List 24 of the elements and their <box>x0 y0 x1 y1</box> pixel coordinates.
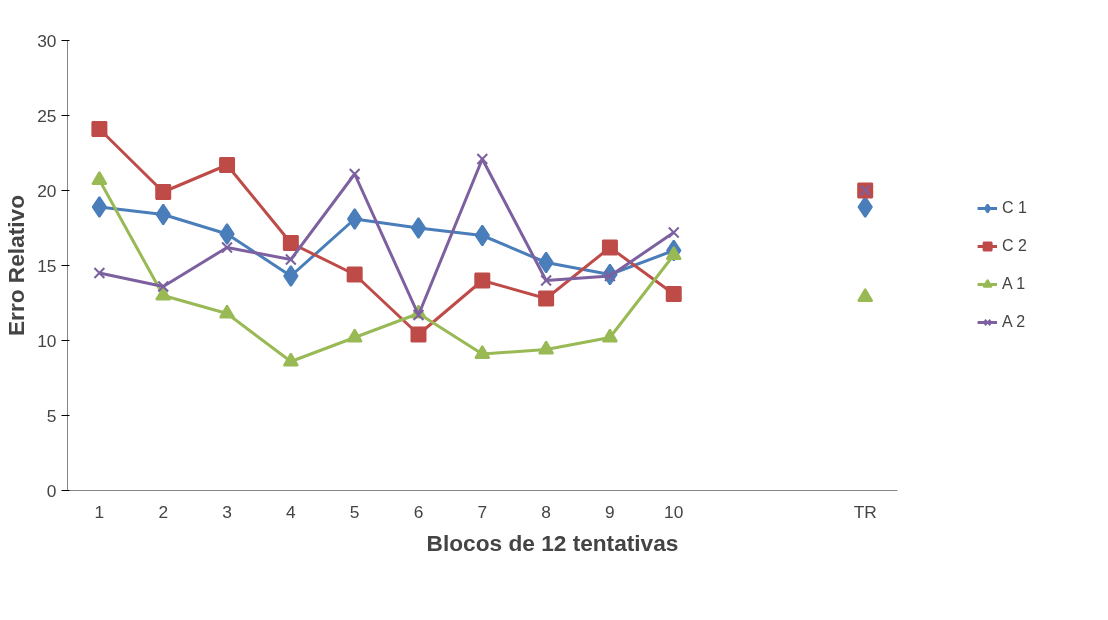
x-tick-label: 8 <box>541 501 551 522</box>
y-tick-label: 25 <box>37 105 57 126</box>
legend-label: C 2 <box>1002 237 1027 255</box>
x-tick-label: 7 <box>477 501 488 522</box>
legend-label: A 1 <box>1002 275 1026 293</box>
y-tick-label: 10 <box>37 330 57 351</box>
x-tick-label: 1 <box>94 501 105 522</box>
x-tick-label: TR <box>853 501 877 522</box>
x-tick-label: 4 <box>286 501 297 522</box>
y-tick-label: 20 <box>37 180 57 201</box>
x-tick-label: 10 <box>664 501 684 522</box>
x-tick-label: 2 <box>158 501 169 522</box>
y-tick-label: 30 <box>37 30 57 51</box>
y-tick-label: 0 <box>46 480 57 501</box>
legend-label: A 2 <box>1002 313 1026 331</box>
x-tick-label: 5 <box>349 501 360 522</box>
x-axis-title: Blocos de 12 tentativas <box>426 529 679 556</box>
x-tick-label: 9 <box>605 501 615 522</box>
y-axis-title: Erro Relativo <box>3 194 30 337</box>
y-tick-label: 5 <box>46 405 57 426</box>
x-tick-label: 6 <box>413 501 424 522</box>
legend-label: C 1 <box>1002 199 1027 217</box>
x-tick-label: 3 <box>222 501 232 522</box>
y-tick-label: 15 <box>37 255 57 276</box>
